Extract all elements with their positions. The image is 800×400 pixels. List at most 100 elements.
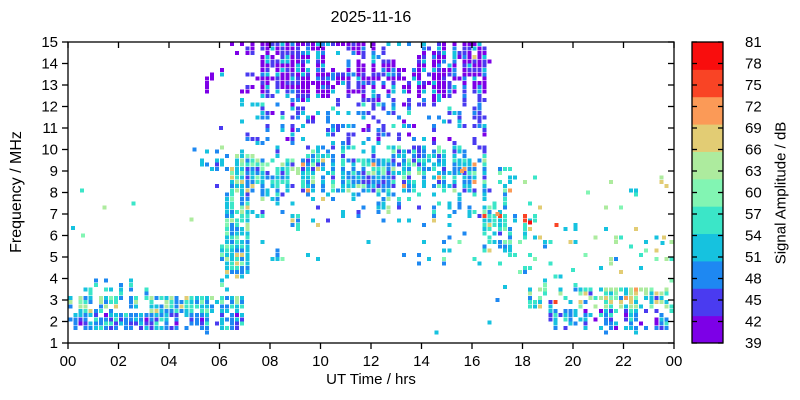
data-point (331, 171, 336, 176)
data-point (361, 85, 366, 90)
data-point (265, 50, 270, 55)
data-point (467, 72, 472, 77)
data-point (459, 169, 464, 173)
data-point (411, 67, 416, 72)
data-point (381, 63, 386, 68)
data-point (321, 188, 325, 193)
data-point (447, 93, 452, 98)
data-point (270, 158, 275, 163)
data-point (316, 158, 320, 163)
data-point (482, 192, 487, 197)
data-point (260, 63, 265, 68)
data-point (467, 209, 472, 214)
data-point (598, 287, 603, 292)
data-point (220, 257, 224, 262)
data-point (654, 248, 659, 253)
data-point (305, 72, 310, 77)
data-point (245, 154, 250, 158)
data-point (305, 184, 310, 188)
data-point (523, 179, 527, 184)
data-point (386, 188, 391, 193)
data-point (447, 89, 452, 94)
data-point (346, 76, 351, 81)
data-point (204, 321, 209, 326)
data-point (477, 85, 482, 90)
data-point (235, 50, 240, 55)
data-point (79, 188, 84, 193)
data-point (502, 188, 507, 193)
data-point (492, 239, 497, 244)
data-point (386, 132, 391, 137)
data-point (482, 128, 487, 133)
data-point (462, 231, 467, 236)
data-point (316, 46, 320, 51)
data-point (553, 317, 558, 322)
data-point (235, 166, 240, 171)
data-point (371, 89, 376, 94)
data-point (482, 244, 487, 249)
data-point (220, 282, 224, 287)
data-point (437, 175, 442, 180)
data-point (295, 214, 300, 219)
data-point (245, 205, 250, 210)
data-point (487, 218, 492, 223)
data-point (371, 184, 376, 188)
data-point (270, 76, 275, 81)
data-point (280, 162, 285, 167)
data-point (603, 317, 608, 322)
data-point (502, 239, 507, 244)
data-point (275, 67, 280, 72)
data-point (321, 76, 325, 81)
data-point (129, 313, 134, 318)
data-point (462, 154, 467, 158)
data-point (417, 93, 421, 98)
data-point (346, 93, 351, 98)
data-point (83, 325, 88, 330)
data-point (108, 300, 113, 305)
data-point (240, 196, 245, 201)
data-point (102, 205, 107, 210)
data-point (452, 162, 457, 167)
data-point (492, 222, 497, 227)
data-point (356, 158, 361, 163)
data-point (159, 295, 164, 300)
data-point (204, 304, 209, 309)
data-point (366, 171, 371, 176)
data-point (285, 76, 290, 81)
data-point (386, 72, 391, 77)
data-point (230, 317, 235, 322)
data-point (528, 291, 533, 296)
data-point (583, 325, 588, 330)
data-point (245, 270, 250, 274)
data-point (336, 80, 341, 85)
data-point (366, 128, 371, 133)
data-point (220, 300, 224, 305)
data-point (477, 261, 482, 266)
data-point (250, 50, 255, 55)
data-point (280, 76, 285, 81)
data-point (295, 89, 300, 94)
data-point (371, 63, 376, 68)
data-point (619, 287, 623, 292)
data-point (280, 59, 285, 64)
data-point (235, 317, 240, 322)
data-point (391, 123, 396, 128)
data-point (245, 227, 250, 231)
colorbar-tick-label: 51 (745, 249, 762, 266)
data-point (316, 72, 320, 77)
colorbar-tick-label: 57 (745, 206, 762, 223)
data-point (265, 42, 270, 47)
data-point (290, 67, 295, 72)
data-point (129, 278, 134, 283)
data-point (305, 50, 310, 55)
data-point (78, 321, 83, 326)
data-point (336, 98, 341, 102)
data-point (240, 300, 245, 305)
data-point (442, 50, 447, 55)
data-point (437, 55, 442, 59)
data-point (472, 141, 477, 145)
data-point (326, 171, 331, 176)
data-point (255, 102, 260, 107)
y-tick-label: 6 (50, 228, 58, 245)
data-point (376, 98, 381, 102)
